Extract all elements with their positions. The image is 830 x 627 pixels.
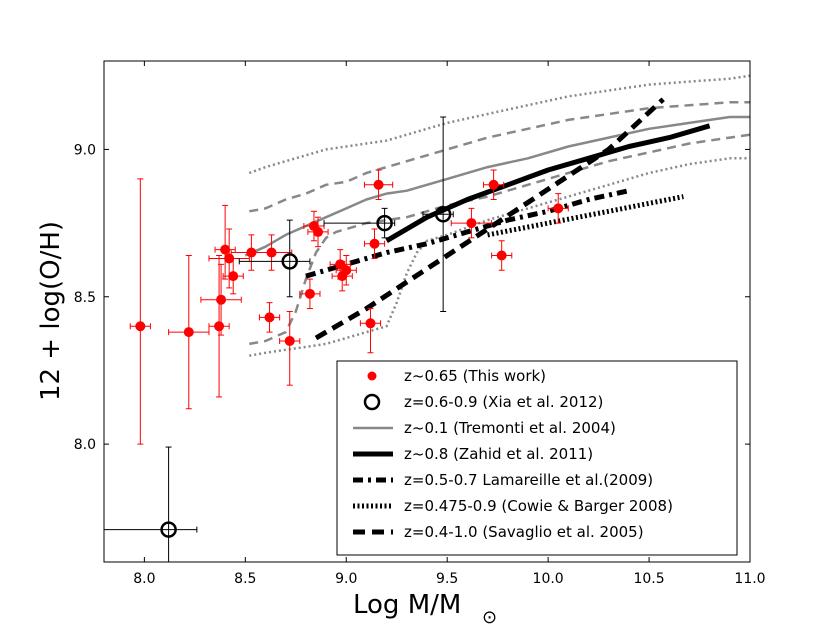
data-point <box>220 244 231 255</box>
series-line-7 <box>385 123 711 243</box>
legend-box <box>336 360 738 556</box>
legend: z~0.65 (This work) z=0.6-0.9 (Xia et al. … <box>336 360 738 556</box>
legend-label: z=0.6-0.9 (Xia et al. 2012) <box>404 393 603 411</box>
data-point <box>466 218 477 229</box>
legend-label: z~0.8 (Zahid et al. 2011) <box>404 445 593 463</box>
legend-label: z=0.5-0.7 Lamareille et al.(2009) <box>404 471 653 489</box>
data-point <box>304 288 315 299</box>
legend-label: z=0.475-0.9 (Cowie & Barger 2008) <box>404 497 673 515</box>
legend-label: z~0.65 (This work) <box>404 367 546 385</box>
legend-marker <box>367 371 377 381</box>
legend-item: z~0.8 (Zahid et al. 2011) <box>353 445 593 463</box>
series-line-9 <box>487 194 684 238</box>
series-line-10 <box>314 97 665 341</box>
x-axis-title: Log M/M <box>353 590 461 620</box>
data-point <box>341 265 352 276</box>
data-point <box>135 321 146 332</box>
data-point <box>228 271 239 282</box>
data-point <box>266 247 277 258</box>
series-line-5 <box>248 74 750 175</box>
x-tick-label: 9.0 <box>335 571 357 587</box>
data-point <box>496 250 507 261</box>
legend-item: z=0.6-0.9 (Xia et al. 2012) <box>363 393 603 411</box>
series-1 <box>104 116 454 562</box>
y-tick-label: 8.5 <box>74 290 96 306</box>
data-point <box>488 179 499 190</box>
x-tick-label: 8.0 <box>133 571 155 587</box>
x-tick-label: 8.5 <box>234 571 256 587</box>
data-point <box>214 321 225 332</box>
legend-label: z=0.4-1.0 (Savaglio et al. 2005) <box>404 523 644 541</box>
legend-item: z=0.475-0.9 (Cowie & Barger 2008) <box>353 497 673 515</box>
data-point <box>216 294 227 305</box>
series-0 <box>129 169 569 445</box>
data-point <box>369 238 380 249</box>
data-point-open <box>434 205 452 223</box>
legend-label: z~0.1 (Tremonti et al. 2004) <box>404 419 616 437</box>
data-point <box>264 312 275 323</box>
x-axis-title-subscript: ⊙ <box>482 607 497 627</box>
data-point-open <box>281 253 298 270</box>
legend-item: z~0.65 (This work) <box>367 367 546 385</box>
y-axis-title: 12 + log(O/H) <box>36 221 66 401</box>
y-tick-label: 8.0 <box>74 437 96 453</box>
legend-item: z~0.1 (Tremonti et al. 2004) <box>353 419 616 437</box>
data-point-open <box>376 214 393 232</box>
data-point <box>373 179 384 190</box>
x-tick-label: 11.0 <box>734 571 765 587</box>
series-line-3 <box>249 101 750 213</box>
x-tick-label: 10.5 <box>633 571 664 587</box>
series-line-4 <box>249 133 750 346</box>
legend-marker <box>363 393 381 411</box>
data-point <box>183 327 194 338</box>
series-line-8 <box>305 188 630 279</box>
x-tick-label: 9.5 <box>436 571 458 587</box>
data-point <box>284 335 295 346</box>
x-tick-label: 10.0 <box>533 571 564 587</box>
plot-frame <box>103 60 751 563</box>
data-point <box>553 203 564 214</box>
legend-item: z=0.5-0.7 Lamareille et al.(2009) <box>353 471 653 489</box>
y-tick-label: 9.0 <box>74 142 96 158</box>
data-point-open <box>160 521 177 538</box>
data-point <box>312 226 323 237</box>
legend-item: z=0.4-1.0 (Savaglio et al. 2005) <box>353 523 644 541</box>
series-line-6 <box>249 157 750 357</box>
data-point <box>365 318 376 329</box>
